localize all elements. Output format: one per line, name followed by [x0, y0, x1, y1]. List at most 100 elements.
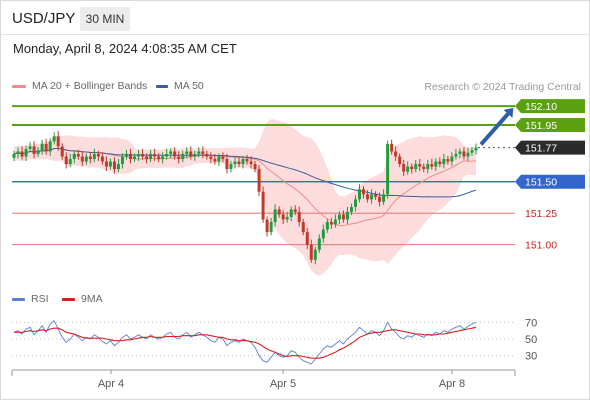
candle-body: [341, 214, 345, 220]
candle-body: [88, 156, 92, 160]
candle-body: [422, 166, 426, 170]
candle-body: [261, 191, 265, 220]
level-tag-152-10: 152.10: [515, 99, 585, 114]
candle: [446, 155, 450, 165]
candle-body: [450, 156, 454, 162]
candle: [217, 153, 221, 166]
candle: [394, 146, 398, 161]
candle: [56, 131, 60, 151]
candle: [177, 151, 181, 164]
candle: [370, 189, 374, 204]
time-tick-label: Apr 4: [98, 378, 124, 390]
candle-body: [124, 153, 128, 157]
candle-body: [149, 153, 153, 160]
candle-body: [193, 153, 197, 157]
candle: [458, 148, 462, 159]
candle: [301, 218, 305, 236]
candle: [426, 159, 430, 174]
candle-body: [362, 189, 366, 195]
candle: [366, 190, 370, 203]
candle: [321, 224, 325, 243]
rsi-ma-swatch: [62, 297, 75, 301]
candle: [209, 152, 213, 164]
level-tag-151-50: 151.50: [515, 174, 585, 189]
candle: [92, 148, 96, 163]
candle: [418, 158, 422, 171]
candle-body: [386, 143, 390, 195]
candle: [28, 142, 32, 153]
candle: [357, 184, 361, 203]
candle: [40, 139, 44, 155]
candle: [221, 152, 225, 163]
candle: [145, 153, 149, 164]
candle-body: [349, 206, 353, 212]
candle-body: [48, 141, 52, 152]
candle-body: [44, 143, 48, 152]
legend-rsi-ma: 9MA: [62, 293, 103, 305]
candle: [229, 160, 233, 173]
candle-body: [12, 153, 16, 158]
candle-body: [309, 244, 313, 260]
candle-body: [64, 156, 68, 165]
candle: [153, 148, 157, 161]
level-tag-bg: [515, 117, 585, 132]
time-tick-label: Apr 8: [439, 378, 465, 390]
rsi-panel-layer: 30 50 70: [12, 317, 537, 365]
candle-body: [366, 194, 370, 200]
candle: [161, 152, 165, 164]
candle-body: [458, 151, 462, 154]
candle-body: [394, 151, 398, 157]
candle-body: [329, 222, 333, 225]
level-tag-label: 151.77: [525, 143, 557, 155]
level-tag-label: 151.95: [525, 120, 557, 132]
candle: [450, 152, 454, 166]
candle: [269, 217, 273, 236]
candle: [337, 211, 341, 224]
legend-rsi: RSI: [12, 293, 49, 305]
legend-ma20: MA 20 + Bollinger Bands: [12, 80, 147, 92]
candle: [470, 147, 474, 156]
ma50-line: [13, 147, 477, 198]
timeframe-badge[interactable]: 30 MIN: [80, 7, 130, 31]
rsi-tick-30: 30: [525, 351, 537, 363]
candle: [193, 150, 197, 161]
bollinger-band: [14, 119, 476, 276]
candle-body: [20, 151, 24, 157]
candle: [297, 206, 301, 227]
candle-body: [382, 194, 386, 202]
candle-body: [317, 238, 321, 250]
candle: [108, 158, 112, 170]
candle: [265, 216, 269, 237]
chart-datetime: Monday, April 8, 2024 4:08:35 AM CET: [13, 41, 237, 56]
candle-body: [229, 164, 233, 170]
candle: [442, 153, 446, 169]
candle-body: [153, 153, 157, 157]
candle: [474, 143, 478, 155]
currency-pair-title: USD/JPY: [12, 10, 76, 27]
candle: [120, 153, 124, 169]
candle: [257, 164, 261, 197]
candle-body: [406, 166, 410, 172]
candle-body: [357, 189, 361, 200]
candle-body: [345, 211, 349, 220]
candle: [213, 153, 217, 165]
candle-body: [52, 136, 56, 142]
candle: [345, 206, 349, 224]
candle: [325, 218, 329, 233]
level-tag-label: 151.25: [525, 208, 557, 220]
price-tag-layer: 152.10 151.95 151.77 151.50 151.25 151.00: [515, 99, 585, 252]
candle-body: [24, 148, 28, 157]
candle-body: [301, 222, 305, 233]
level-tag-label: 152.10: [525, 101, 557, 113]
candle-body: [418, 164, 422, 167]
candle-body: [426, 164, 430, 170]
candle: [341, 210, 345, 223]
candle: [414, 159, 418, 173]
candle-body: [112, 161, 116, 170]
candle: [157, 153, 161, 163]
candle-body: [434, 161, 438, 167]
candle: [169, 148, 173, 159]
candle-body: [333, 219, 337, 225]
candle: [430, 158, 434, 170]
candle: [309, 239, 313, 263]
